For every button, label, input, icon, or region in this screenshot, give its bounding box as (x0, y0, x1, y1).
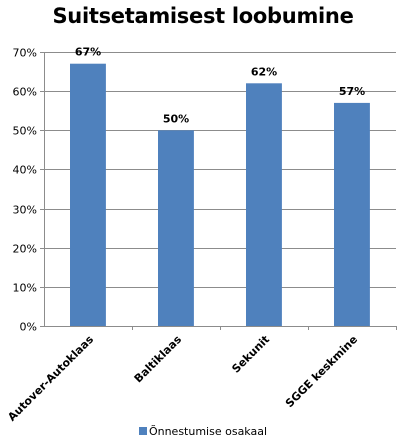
y-tick-label: 50% (13, 125, 37, 138)
y-tick-label: 10% (13, 282, 37, 295)
y-tick-label: 0% (20, 321, 37, 334)
bar (158, 130, 194, 326)
y-tick-label: 60% (13, 86, 37, 99)
y-tick-label: 40% (13, 164, 37, 177)
legend-swatch (138, 427, 147, 435)
y-tick-label: 20% (13, 243, 37, 256)
data-label: 50% (163, 112, 189, 125)
chart-title: Suitsetamisest loobumine (52, 4, 354, 28)
bar (334, 102, 370, 327)
bar-chart-svg: 0% 10% 20% 30% 40% 50% 60% 70% 67% Autover-Autokl… (5, 46, 397, 424)
x-tick-label: Baltiklaas (132, 333, 185, 386)
legend-label: Õnnestumise osakaal (148, 425, 268, 438)
legend: Õnnestumise osakaal (0, 425, 406, 438)
data-label: 67% (75, 46, 101, 59)
data-label: 57% (339, 85, 365, 98)
x-tick-label: Autover-Autoklaas (5, 333, 96, 424)
x-tick-label: Sekunit (229, 333, 272, 376)
data-label: 62% (251, 65, 277, 78)
bar (246, 83, 282, 326)
y-tick-label: 30% (13, 204, 37, 217)
x-tick-label: SGGE keskmine (283, 333, 360, 410)
y-tick-label: 70% (13, 47, 37, 60)
bar (70, 63, 106, 326)
